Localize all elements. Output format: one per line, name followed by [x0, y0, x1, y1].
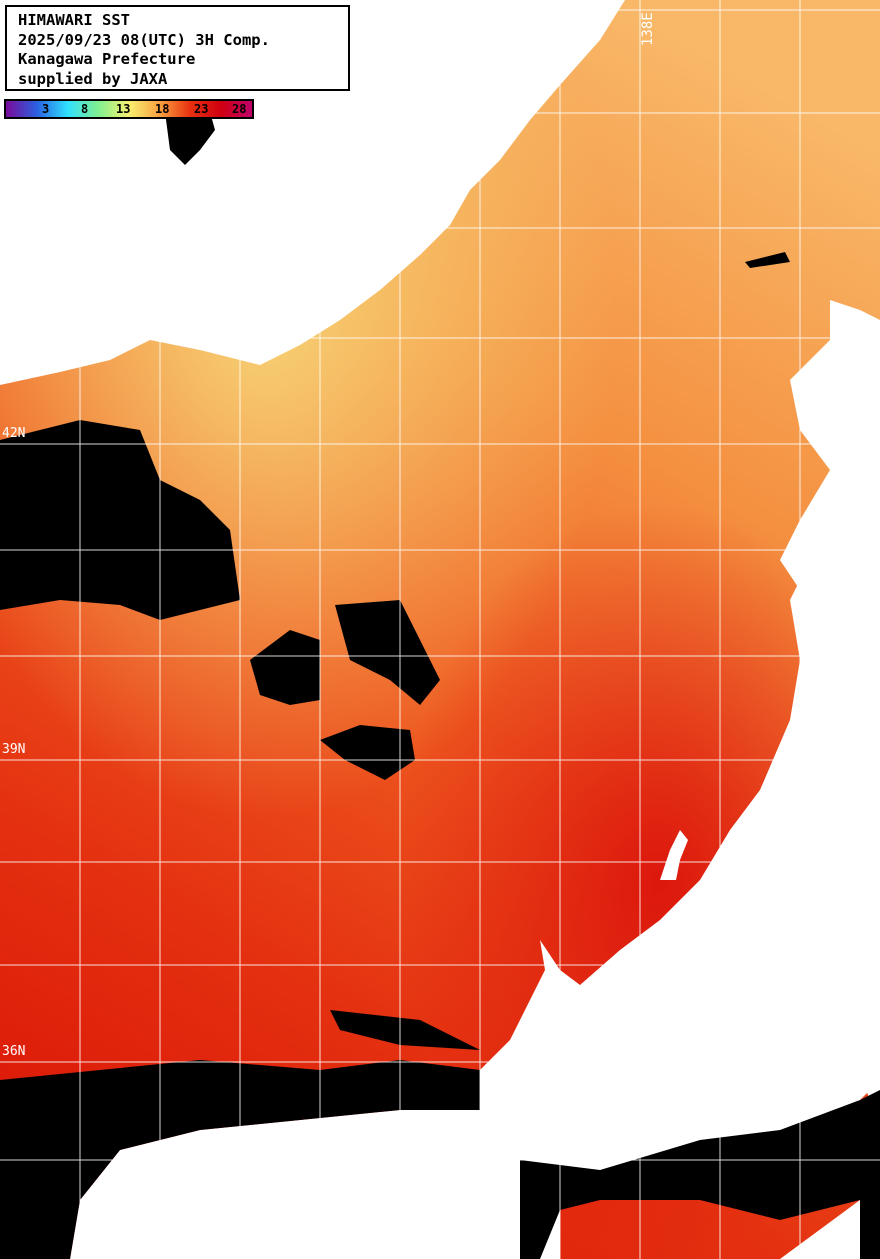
- colorbar-tick: 8: [81, 102, 89, 116]
- lon-label-138e: 138E: [640, 12, 656, 46]
- colorbar-tick: 18: [155, 102, 170, 116]
- land-honshu: [70, 540, 880, 1259]
- temperature-colorbar: 3 8 13 18 23 28: [4, 99, 254, 119]
- title-line-product: HIMAWARI SST: [18, 11, 130, 29]
- land-sado: [660, 830, 688, 880]
- colorbar-tick: 13: [116, 102, 131, 116]
- colorbar-tick: 3: [42, 102, 50, 116]
- cloud-west: [0, 420, 240, 620]
- cloud-central-2: [335, 600, 440, 705]
- lat-label-36n: 36N: [2, 1044, 26, 1059]
- cloud-south-strip: [330, 1010, 480, 1050]
- land-hokkaido: [780, 0, 880, 1259]
- title-box: HIMAWARI SST 2025/09/23 08(UTC) 3H Comp.…: [5, 5, 350, 91]
- cloud-bottom-right: [520, 1090, 880, 1259]
- cloud-northeast: [745, 252, 790, 268]
- colorbar-tick: 28: [232, 102, 247, 116]
- colorbar-tick: 23: [194, 102, 209, 116]
- cloud-central: [250, 630, 320, 705]
- cloud-central-3: [320, 725, 415, 780]
- title-line-datetime: 2025/09/23 08(UTC) 3H Comp.: [18, 30, 270, 49]
- lat-label-39n: 39N: [2, 742, 26, 757]
- cloud-hokkaido-tip: [165, 112, 215, 165]
- cloud-south-coast: [0, 1060, 480, 1259]
- land-northwest: [0, 0, 625, 385]
- lat-label-42n: 42N: [2, 426, 26, 441]
- title-line-organization: Kanagawa Prefecture: [18, 50, 196, 68]
- title-line-credit: supplied by JAXA: [18, 69, 168, 88]
